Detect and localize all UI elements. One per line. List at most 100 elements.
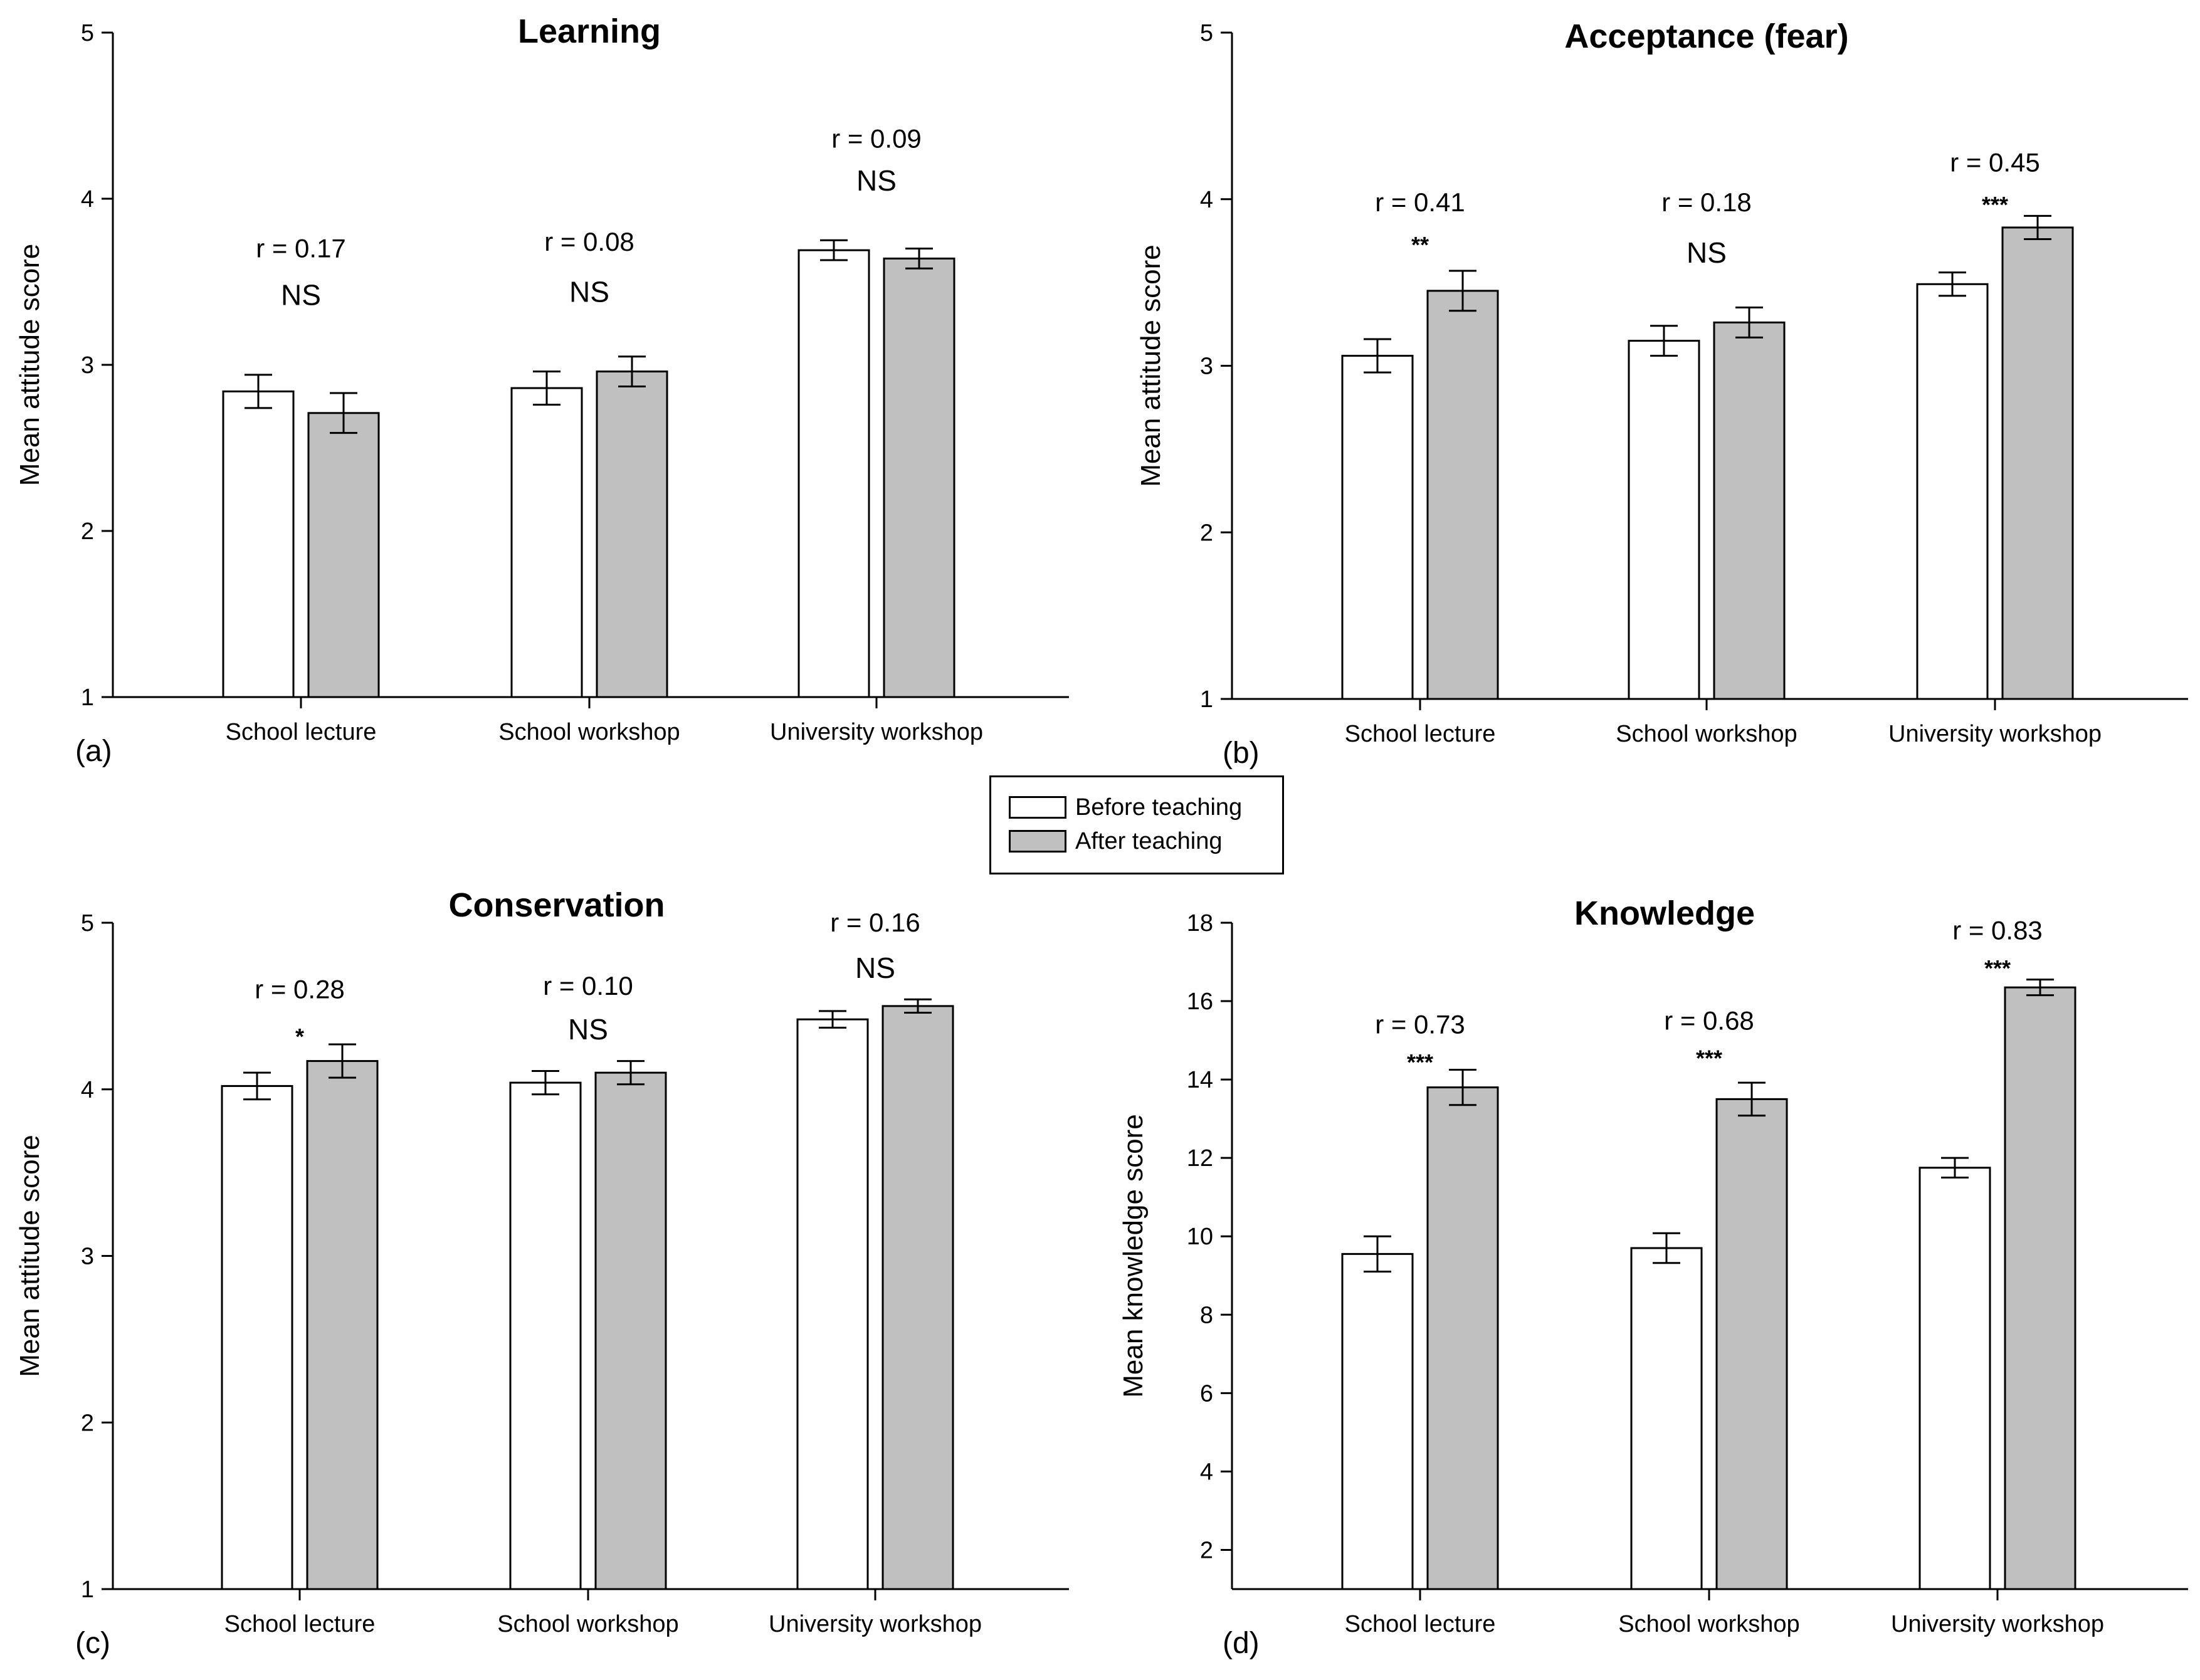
chart-panel-4: 2 4 6 8 10 12 14 16 18 Mean knowledge score Knowle… [1118, 895, 2188, 1660]
significance-label: NS [281, 279, 321, 312]
legend-item-after: After teaching [1009, 827, 1223, 854]
effect-size-label: r = 0.09 [831, 124, 922, 154]
y-axis-label: Mean attitude score [14, 244, 45, 486]
bar-before [510, 387, 583, 698]
effect-size-label: r = 0.10 [543, 971, 633, 1000]
chart-title: Conservation [448, 886, 665, 924]
bar-after [1426, 290, 1499, 700]
legend-swatch-before [1009, 796, 1066, 819]
significance-label: NS [856, 164, 897, 197]
bar-after [306, 1060, 379, 1590]
chart-title: Acceptance (fear) [1564, 18, 1848, 55]
y-tick-label: 12 [1187, 1145, 1213, 1172]
effect-size-label: r = 0.18 [1661, 187, 1752, 217]
y-tick-label: 2 [1200, 1537, 1213, 1563]
y-tick-label: 5 [81, 910, 94, 937]
bar-before [509, 1081, 582, 1590]
significance-label: NS [568, 1013, 608, 1046]
y-tick-label: 14 [1187, 1067, 1213, 1093]
x-tick-label: School lecture [226, 719, 377, 745]
x-tick-label: School lecture [1345, 1611, 1496, 1637]
bar-before [796, 1018, 869, 1590]
bar-after [882, 1005, 954, 1590]
legend-label-before: Before teaching [1075, 794, 1243, 821]
y-tick-label: 2 [81, 518, 94, 545]
y-tick-label: 8 [1200, 1302, 1213, 1328]
bar-before [1628, 340, 1700, 700]
bar-before [222, 390, 295, 698]
significance-label: NS [855, 952, 895, 984]
bar-before [221, 1084, 293, 1590]
bar-after [883, 257, 955, 698]
effect-size-label: r = 0.16 [830, 908, 920, 937]
bar-after [594, 1071, 667, 1590]
significance-label: NS [569, 275, 609, 308]
y-tick-label: 5 [81, 20, 94, 46]
x-tick-label: University workshop [1888, 721, 2102, 747]
y-axis-label: Mean attitude score [14, 1135, 45, 1377]
bar-after [1426, 1086, 1499, 1590]
y-tick-label: 4 [81, 186, 94, 213]
y-tick-label: 4 [81, 1077, 94, 1103]
bar-before [1341, 1252, 1414, 1590]
chart-panel-1: 1 2 3 4 5 Mean attitude score Learning (a) Schoo… [14, 13, 1069, 768]
legend: Before teaching After teaching [989, 775, 1284, 874]
bar-after [2004, 986, 2076, 1590]
significance-label: NS [1687, 236, 1727, 269]
significance-label: *** [1982, 192, 2008, 218]
chart-title: Knowledge [1574, 895, 1755, 932]
effect-size-label: r = 0.73 [1375, 1010, 1465, 1039]
x-tick-label: School workshop [1618, 1611, 1799, 1637]
effect-size-label: r = 0.83 [1952, 916, 2043, 945]
bar-before [1916, 283, 1989, 700]
bar-after [1715, 1098, 1788, 1590]
effect-size-label: r = 0.17 [256, 234, 346, 263]
effect-size-label: r = 0.45 [1950, 147, 2040, 177]
bar-after [1713, 321, 1786, 700]
bar-before [1341, 355, 1414, 700]
bar-after [307, 412, 380, 698]
legend-swatch-after [1009, 830, 1066, 853]
y-tick-label: 6 [1200, 1380, 1213, 1407]
y-tick-label: 2 [81, 1410, 94, 1436]
y-tick-label: 3 [81, 1244, 94, 1270]
legend-label-after: After teaching [1075, 827, 1223, 854]
significance-label: *** [1696, 1046, 1722, 1071]
x-tick-label: School workshop [498, 719, 680, 745]
x-tick-label: School lecture [224, 1611, 376, 1637]
bar-after [596, 370, 668, 698]
significance-label: *** [1984, 955, 2011, 981]
panel-label: (b) [1223, 737, 1260, 770]
x-tick-label: University workshop [769, 1611, 982, 1637]
x-tick-label: School lecture [1345, 721, 1496, 747]
bar-before [797, 249, 870, 698]
y-tick-label: 3 [81, 352, 94, 379]
y-tick-label: 16 [1187, 989, 1213, 1015]
y-tick-label: 2 [1200, 520, 1213, 546]
significance-label: * [295, 1024, 304, 1049]
significance-label: ** [1411, 232, 1429, 258]
effect-size-label: r = 0.41 [1375, 187, 1465, 217]
y-axis-label: Mean attitude score [1135, 244, 1166, 486]
y-axis-label: Mean knowledge score [1118, 1114, 1149, 1397]
y-tick-label: 4 [1200, 1459, 1213, 1485]
bar-before [1630, 1247, 1703, 1590]
y-tick-label: 1 [81, 685, 94, 711]
bar-after [2001, 226, 2074, 700]
significance-label: *** [1407, 1049, 1433, 1075]
x-tick-label: School workshop [497, 1611, 678, 1637]
y-tick-label: 4 [1200, 187, 1213, 213]
chart-panel-3: 1 2 3 4 5 Mean attitude score Conservation (c) S… [14, 886, 1069, 1660]
y-tick-label: 3 [1200, 354, 1213, 380]
bar-before [1918, 1167, 1991, 1590]
panel-label: (d) [1223, 1627, 1260, 1660]
legend-item-before: Before teaching [1009, 794, 1243, 821]
chart-title: Learning [518, 13, 661, 50]
chart-panel-2: 1 2 3 4 5 Mean attitude score Acceptance (fear… [1135, 18, 2188, 770]
y-tick-label: 5 [1200, 20, 1213, 46]
y-tick-label: 1 [81, 1577, 94, 1603]
x-tick-label: University workshop [1891, 1611, 2104, 1637]
x-tick-label: University workshop [770, 719, 983, 745]
effect-size-label: r = 0.68 [1664, 1005, 1754, 1035]
